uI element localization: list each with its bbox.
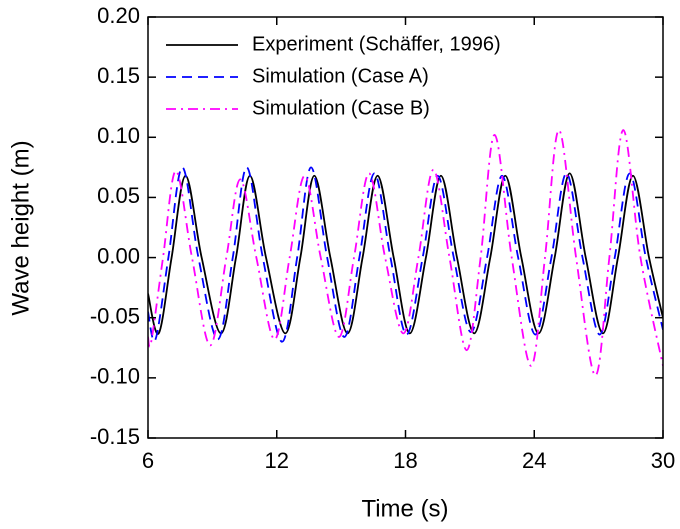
x-tick-label: 18 [393,448,417,473]
y-tick-label: 0.05 [97,183,140,208]
y-tick-label: -0.05 [90,304,140,329]
x-tick-label: 30 [651,448,675,473]
series-line [148,166,663,343]
x-axis-label: Time (s) [361,495,448,522]
y-tick-label: 0.10 [97,123,140,148]
x-tick-label: 24 [522,448,546,473]
x-tick-label: 12 [265,448,289,473]
y-tick-label: 0.20 [97,3,140,28]
legend-label: Simulation (Case A) [252,65,429,87]
y-tick-label: 0.00 [97,243,140,268]
x-tick-label: 6 [142,448,154,473]
y-axis-label: Wave height (m) [7,140,34,315]
plot-frame [147,16,664,439]
series-line [148,129,663,377]
series-line [148,172,663,335]
legend-label: Experiment (Schäffer, 1996) [252,33,501,55]
legend-label: Simulation (Case B) [252,97,430,119]
y-tick-label: 0.15 [97,63,140,88]
y-tick-label: -0.10 [90,364,140,389]
y-tick-label: -0.15 [90,424,140,449]
